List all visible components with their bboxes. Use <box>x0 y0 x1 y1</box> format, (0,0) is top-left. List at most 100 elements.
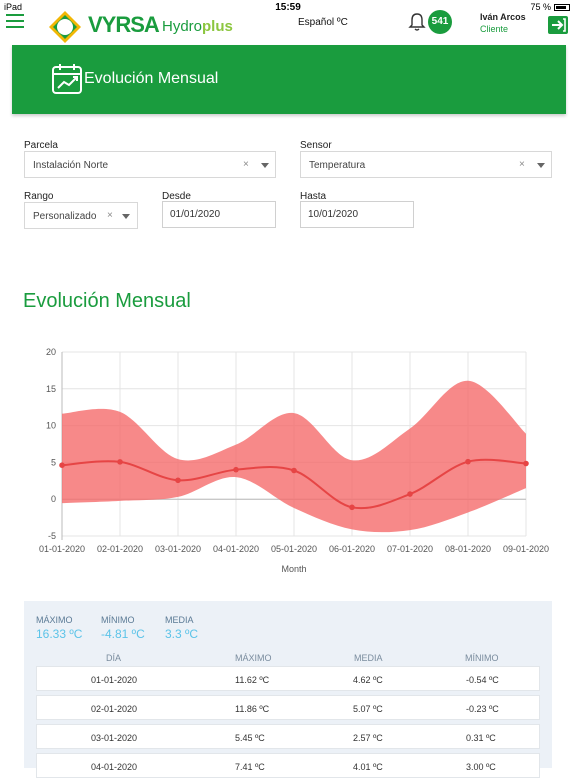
cell-min: -0.23 ºC <box>466 704 499 714</box>
x-tick-label: 06-01-2020 <box>329 544 375 554</box>
section-title: Evolución Mensual <box>23 290 191 312</box>
x-tick-label: 02-01-2020 <box>97 544 143 554</box>
user-role: Cliente <box>480 24 509 34</box>
y-tick-label: 20 <box>46 347 56 357</box>
cell-max: 7.41 ºC <box>235 762 265 772</box>
rango-select[interactable]: Personalizado × <box>24 202 138 229</box>
x-tick-label: 03-01-2020 <box>155 544 201 554</box>
media-point <box>407 491 413 497</box>
min-label: MÍNIMO <box>101 615 135 625</box>
user-info[interactable]: Iván Arcos Cliente <box>480 12 526 34</box>
cell-day: 04-01-2020 <box>91 762 138 772</box>
clear-icon[interactable]: × <box>243 159 249 170</box>
sensor-label: Sensor <box>300 140 332 151</box>
table-row[interactable]: 02-01-2020 11.86 ºC 5.07 ºC -0.23 ºC <box>36 695 540 720</box>
cell-min: -0.54 ºC <box>466 675 499 685</box>
y-axis-ticks: -5 0 5 10 15 20 <box>46 347 56 541</box>
max-label: MÁXIMO <box>36 615 73 625</box>
media-point <box>523 460 529 467</box>
chevron-down-icon[interactable] <box>122 214 130 219</box>
clear-icon[interactable]: × <box>519 159 525 170</box>
desde-label: Desde <box>162 191 191 202</box>
cell-avg: 4.62 ºC <box>353 675 383 685</box>
cell-avg: 5.07 ºC <box>353 704 383 714</box>
col-header-min: MÍNIMO <box>465 653 499 663</box>
cell-day: 02-01-2020 <box>91 704 138 714</box>
page-banner: Evolución Mensual <box>12 45 566 114</box>
x-tick-label: 08-01-2020 <box>445 544 491 554</box>
y-tick-label: -5 <box>48 531 56 541</box>
evolution-chart: -5 0 5 10 15 20 01-01-2020 02-01-2020 03-01-202… <box>39 347 549 574</box>
cell-day: 03-01-2020 <box>91 733 138 743</box>
hasta-label: Hasta <box>300 191 327 202</box>
language-selector[interactable]: Español ºC <box>298 17 348 28</box>
menu-icon[interactable] <box>6 14 24 28</box>
x-tick-label: 09-01-2020 <box>503 544 549 554</box>
battery-indicator: 75 % <box>530 2 570 12</box>
app-header: VYRSA Hydroplus Español ºC 541 Iván Arco… <box>0 10 576 46</box>
clock: 15:59 <box>275 2 301 13</box>
battery-text: 75 % <box>530 2 551 12</box>
x-tick-label: 01-01-2020 <box>39 544 85 554</box>
x-tick-label: 04-01-2020 <box>213 544 259 554</box>
rango-value: Personalizado <box>33 211 97 222</box>
parcela-value: Instalación Norte <box>33 160 109 171</box>
chevron-down-icon[interactable] <box>537 163 545 168</box>
max-value: 16.33 ºC <box>36 627 83 641</box>
media-point <box>349 504 355 511</box>
cell-min: 0.31 ºC <box>466 733 496 743</box>
cell-min: 3.00 ºC <box>466 762 496 772</box>
x-axis-ticks: 01-01-2020 02-01-2020 03-01-2020 04-01-2020… <box>39 544 549 554</box>
desde-date-input[interactable] <box>162 201 276 228</box>
min-value: -4.81 ºC <box>101 627 145 641</box>
chevron-down-icon[interactable] <box>261 163 269 168</box>
parcela-select[interactable]: Instalación Norte × <box>24 151 276 178</box>
rango-label: Rango <box>24 191 54 202</box>
product-accent: plus <box>202 18 233 35</box>
y-tick-label: 0 <box>51 494 56 504</box>
y-tick-label: 5 <box>51 457 56 467</box>
sensor-value: Temperatura <box>309 160 366 171</box>
product-name: Hydroplus <box>162 18 233 35</box>
x-tick-label: 07-01-2020 <box>387 544 433 554</box>
table-row[interactable]: 01-01-2020 11.62 ºC 4.62 ºC -0.54 ºC <box>36 666 540 691</box>
col-header-max: MÁXIMO <box>235 653 272 663</box>
table-row[interactable]: 03-01-2020 5.45 ºC 2.57 ºC 0.31 ºC <box>36 724 540 749</box>
table-row[interactable]: 04-01-2020 7.41 ºC 4.01 ºC 3.00 ºC <box>36 753 540 778</box>
clear-icon[interactable]: × <box>107 210 113 221</box>
notification-badge[interactable]: 541 <box>428 10 452 34</box>
parcela-label: Parcela <box>24 140 58 151</box>
cell-max: 11.62 ºC <box>235 675 270 685</box>
bell-icon[interactable] <box>408 12 426 32</box>
avg-value: 3.3 ºC <box>165 627 199 641</box>
cell-avg: 2.57 ºC <box>353 733 383 743</box>
media-point <box>59 462 65 468</box>
y-tick-label: 10 <box>46 421 56 431</box>
x-tick-label: 05-01-2020 <box>271 544 317 554</box>
media-point <box>465 458 471 465</box>
cell-avg: 4.01 ºC <box>353 762 383 772</box>
vyrsa-diamond-icon <box>49 11 81 43</box>
col-header-day: DÍA <box>106 653 122 663</box>
battery-icon <box>554 4 570 12</box>
cell-day: 01-01-2020 <box>91 675 138 685</box>
media-point <box>175 477 181 484</box>
media-point <box>233 466 239 473</box>
product-main: Hydro <box>162 18 203 35</box>
hasta-date-input[interactable] <box>300 201 414 228</box>
avg-label: MEDIA <box>165 615 194 625</box>
media-point <box>117 459 123 465</box>
logout-icon[interactable] <box>548 16 568 34</box>
cell-max: 11.86 ºC <box>235 704 270 714</box>
y-tick-label: 15 <box>46 384 56 394</box>
col-header-avg: MEDIA <box>354 653 383 663</box>
user-name: Iván Arcos <box>480 12 526 22</box>
summary-panel: MÁXIMO 16.33 ºC MÍNIMO -4.81 ºC MEDIA 3.… <box>24 601 552 778</box>
banner-title: Evolución Mensual <box>84 70 219 87</box>
media-points <box>59 458 529 511</box>
status-bar: iPad 15:59 75 % <box>0 0 576 14</box>
calendar-chart-icon <box>52 64 82 94</box>
sensor-select[interactable]: Temperatura × <box>300 151 552 178</box>
brand-name: VYRSA <box>88 12 160 37</box>
media-point <box>291 467 297 474</box>
